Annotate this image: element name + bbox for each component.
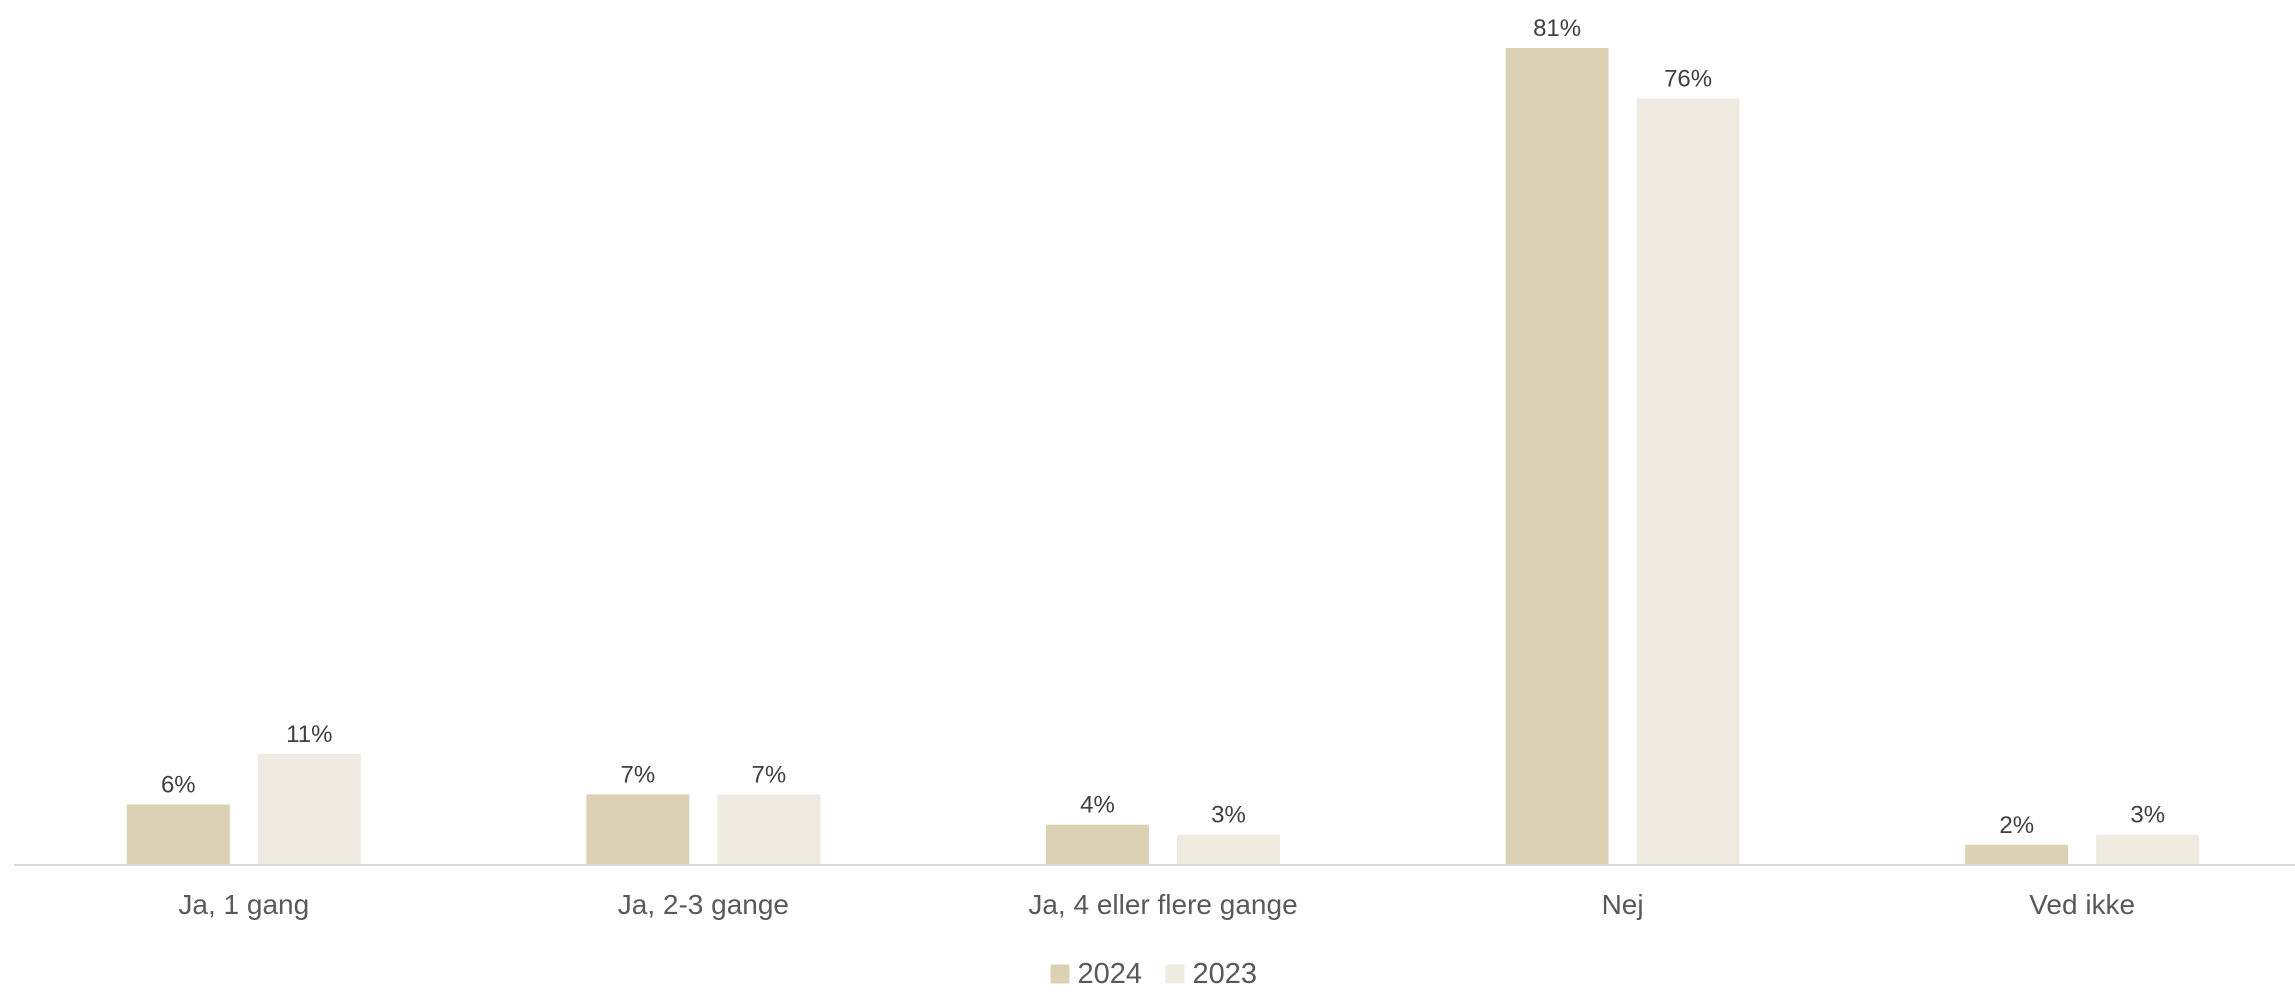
legend-swatch-2024 — [1050, 964, 1070, 984]
bars-group — [126, 48, 2200, 865]
bar-2024-ved-ikke — [1965, 844, 2069, 865]
data-label-2023-ved-ikke: 3% — [2130, 802, 2165, 829]
category-label: Ja, 4 eller flere gange — [1028, 889, 1297, 920]
bar-2024-ja-2-3-gange — [586, 794, 690, 865]
data-label-2024-ved-ikke: 2% — [1999, 812, 2034, 839]
bar-2023-ja-4-eller-flere-gange — [1177, 834, 1280, 865]
data-label-2023-ja-2-3-gange: 7% — [752, 761, 787, 788]
data-label-2024-ja-1-gang: 6% — [161, 772, 196, 799]
legend-label-2024: 2024 — [1078, 958, 1143, 990]
legend-swatch-2023 — [1165, 964, 1185, 984]
category-label: Ja, 2-3 gange — [618, 889, 789, 920]
data-label-2024-nej: 81% — [1533, 15, 1581, 42]
data-label-2024-ja-4-eller-flere-gange: 4% — [1080, 792, 1115, 819]
bar-2023-ja-1-gang — [257, 754, 361, 865]
data-label-2024-ja-2-3-gange: 7% — [621, 761, 656, 788]
legend: 2024 2023 — [1050, 958, 1258, 990]
legend-label-2023: 2023 — [1193, 958, 1258, 990]
value-labels-group: 6% 11% 7% 7% 4% 3% 81% 76% 2% 3% — [161, 15, 2165, 839]
category-label: Nej — [1602, 889, 1644, 920]
bar-2023-ja-2-3-gange — [717, 794, 821, 865]
category-label: Ved ikke — [2029, 889, 2135, 920]
data-label-2023-nej: 76% — [1664, 65, 1712, 92]
category-label: Ja, 1 gang — [178, 889, 309, 920]
data-label-2023-ja-4-eller-flere-gange: 3% — [1211, 802, 1246, 829]
bar-2024-nej — [1505, 48, 1609, 865]
bar-2024-ja-4-eller-flere-gange — [1046, 824, 1149, 865]
data-label-2023-ja-1-gang: 11% — [286, 721, 332, 748]
bar-2024-ja-1-gang — [126, 804, 230, 865]
category-labels-group: Ja, 1 gang Ja, 2-3 gange Ja, 4 eller flere… — [178, 889, 2135, 920]
bar-2023-ved-ikke — [2096, 834, 2200, 865]
bar-2023-nej — [1636, 98, 1740, 865]
